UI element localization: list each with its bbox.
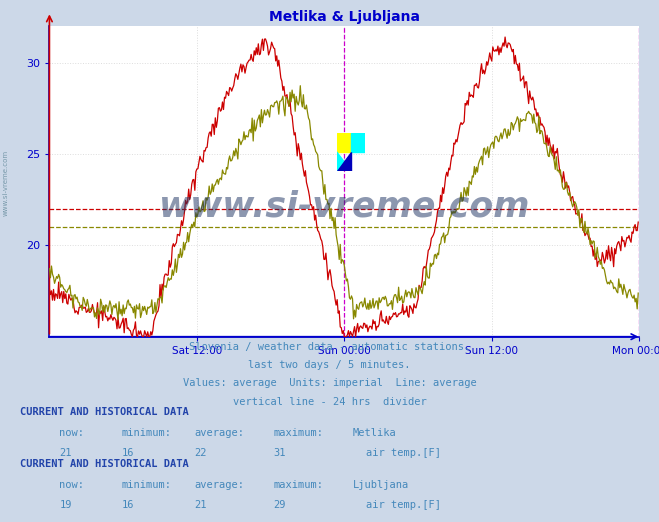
- Text: average:: average:: [194, 428, 244, 438]
- Text: CURRENT AND HISTORICAL DATA: CURRENT AND HISTORICAL DATA: [20, 407, 188, 417]
- Text: Values: average  Units: imperial  Line: average: Values: average Units: imperial Line: av…: [183, 378, 476, 388]
- Bar: [337, 133, 351, 152]
- Title: Metlika & Ljubljana: Metlika & Ljubljana: [269, 9, 420, 23]
- Text: 22: 22: [194, 448, 207, 458]
- Text: maximum:: maximum:: [273, 428, 324, 438]
- Text: Slovenia / weather data - automatic stations.: Slovenia / weather data - automatic stat…: [189, 342, 470, 352]
- Text: minimum:: minimum:: [122, 480, 172, 490]
- Text: air temp.[F]: air temp.[F]: [366, 500, 441, 510]
- Text: average:: average:: [194, 480, 244, 490]
- Polygon shape: [337, 152, 351, 171]
- Text: maximum:: maximum:: [273, 480, 324, 490]
- Text: minimum:: minimum:: [122, 428, 172, 438]
- Text: last two days / 5 minutes.: last two days / 5 minutes.: [248, 360, 411, 370]
- Text: air temp.[F]: air temp.[F]: [366, 448, 441, 458]
- Text: 16: 16: [122, 500, 134, 510]
- Text: www.si-vreme.com: www.si-vreme.com: [2, 150, 9, 216]
- Text: now:: now:: [59, 480, 84, 490]
- Text: 21: 21: [194, 500, 207, 510]
- Text: 31: 31: [273, 448, 286, 458]
- Text: Ljubljana: Ljubljana: [353, 480, 409, 490]
- Text: Metlika: Metlika: [353, 428, 396, 438]
- Text: www.si-vreme.com: www.si-vreme.com: [159, 189, 530, 223]
- Text: now:: now:: [59, 428, 84, 438]
- Polygon shape: [337, 152, 351, 171]
- Text: 19: 19: [59, 500, 72, 510]
- Bar: [351, 133, 365, 152]
- Text: CURRENT AND HISTORICAL DATA: CURRENT AND HISTORICAL DATA: [20, 459, 188, 469]
- Text: 16: 16: [122, 448, 134, 458]
- Text: 21: 21: [59, 448, 72, 458]
- Text: 29: 29: [273, 500, 286, 510]
- Text: vertical line - 24 hrs  divider: vertical line - 24 hrs divider: [233, 397, 426, 407]
